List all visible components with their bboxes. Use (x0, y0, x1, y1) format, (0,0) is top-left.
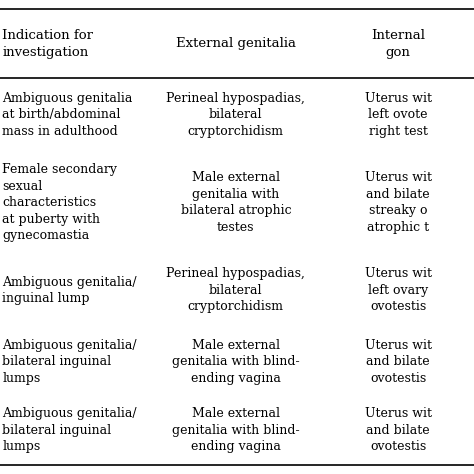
Text: Uterus wit
left ovote
right test: Uterus wit left ovote right test (365, 92, 432, 138)
Text: External genitalia: External genitalia (176, 37, 296, 50)
Text: Uterus wit
and bilate
ovotestis: Uterus wit and bilate ovotestis (365, 407, 432, 453)
Text: Uterus wit
left ovary
ovotestis: Uterus wit left ovary ovotestis (365, 267, 432, 313)
Text: Ambiguous genitalia/
bilateral inguinal
lumps: Ambiguous genitalia/ bilateral inguinal … (2, 407, 137, 453)
Text: Male external
genitalia with blind-
ending vagina: Male external genitalia with blind- endi… (172, 338, 300, 384)
Text: Indication for
investigation: Indication for investigation (2, 29, 93, 59)
Text: Internal
gon: Internal gon (371, 29, 425, 59)
Text: Male external
genitalia with
bilateral atrophic
testes: Male external genitalia with bilateral a… (181, 172, 291, 234)
Text: Ambiguous genitalia/
bilateral inguinal
lumps: Ambiguous genitalia/ bilateral inguinal … (2, 338, 137, 384)
Text: Uterus wit
and bilate
ovotestis: Uterus wit and bilate ovotestis (365, 338, 432, 384)
Text: Ambiguous genitalia/
inguinal lump: Ambiguous genitalia/ inguinal lump (2, 276, 137, 305)
Text: Uterus wit
and bilate
streaky o
atrophic t: Uterus wit and bilate streaky o atrophic… (365, 172, 432, 234)
Text: Perineal hypospadias,
bilateral
cryptorchidism: Perineal hypospadias, bilateral cryptorc… (166, 267, 305, 313)
Text: Ambiguous genitalia
at birth/abdominal
mass in adulthood: Ambiguous genitalia at birth/abdominal m… (2, 92, 133, 138)
Text: Perineal hypospadias,
bilateral
cryptorchidism: Perineal hypospadias, bilateral cryptorc… (166, 92, 305, 138)
Text: Female secondary
sexual
characteristics
at puberty with
gynecomastia: Female secondary sexual characteristics … (2, 163, 118, 242)
Text: Male external
genitalia with blind-
ending vagina: Male external genitalia with blind- endi… (172, 407, 300, 453)
